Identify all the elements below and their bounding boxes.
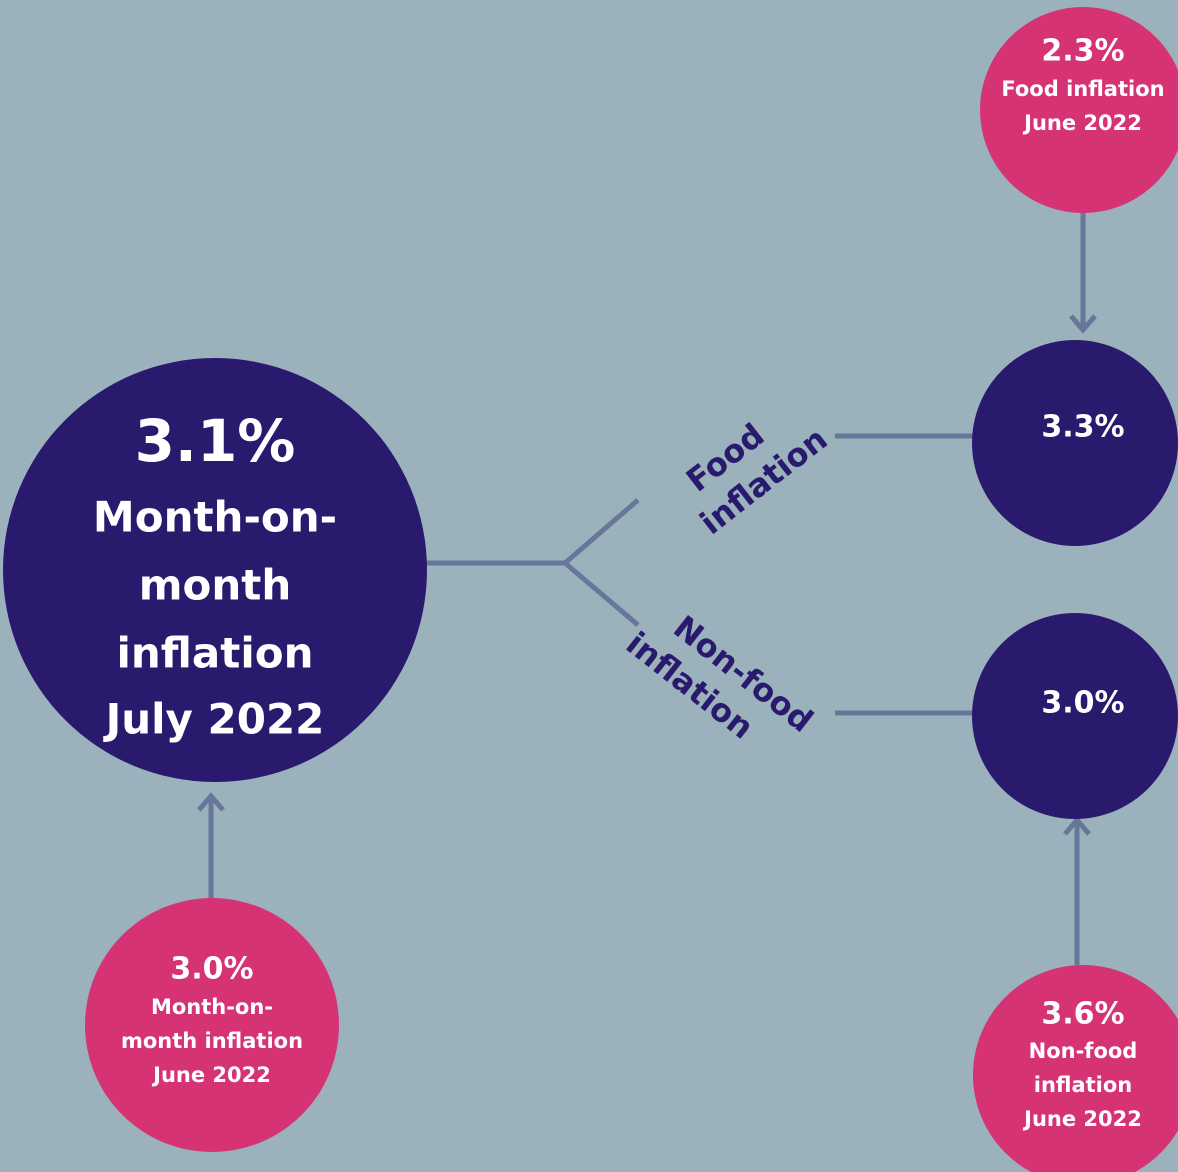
arrow-head	[1063, 816, 1091, 836]
connector	[563, 561, 640, 627]
food-node	[972, 340, 1178, 546]
nonfood-june-node	[973, 965, 1178, 1172]
connectors	[197, 210, 1097, 965]
node-label: June 2022	[1022, 1107, 1142, 1131]
node-label: month inflation	[121, 1029, 303, 1053]
node-label: inflation	[1034, 1073, 1133, 1097]
connector	[425, 498, 640, 566]
arrow-head	[1069, 314, 1097, 334]
node-label: Food inflation	[1001, 77, 1164, 101]
node-value: 3.1%	[135, 407, 296, 475]
arrow-head	[197, 792, 225, 812]
node-label: June 2022	[151, 1063, 271, 1087]
node-value: 3.0%	[1041, 686, 1124, 721]
node-value: 3.0%	[170, 952, 253, 987]
branch-label: Food inflation	[679, 416, 834, 542]
node-label: July 2022	[103, 695, 325, 744]
node-value: 2.3%	[1041, 34, 1124, 69]
node-label: Month-on-	[151, 995, 273, 1019]
branch-label: Non-food inflation	[619, 608, 820, 747]
main-node	[3, 358, 427, 782]
mom-june-node	[85, 898, 339, 1152]
node-label: Month-on-	[93, 493, 337, 542]
node-label: inflation	[117, 629, 314, 678]
node-label: June 2022	[1022, 111, 1142, 135]
node-value: 3.3%	[1041, 410, 1124, 445]
node-label: month	[139, 561, 292, 610]
node-label: Non-food	[1029, 1039, 1138, 1063]
node-value: 3.6%	[1041, 997, 1124, 1032]
food-june-node	[980, 7, 1178, 213]
nonfood-node	[972, 613, 1178, 819]
